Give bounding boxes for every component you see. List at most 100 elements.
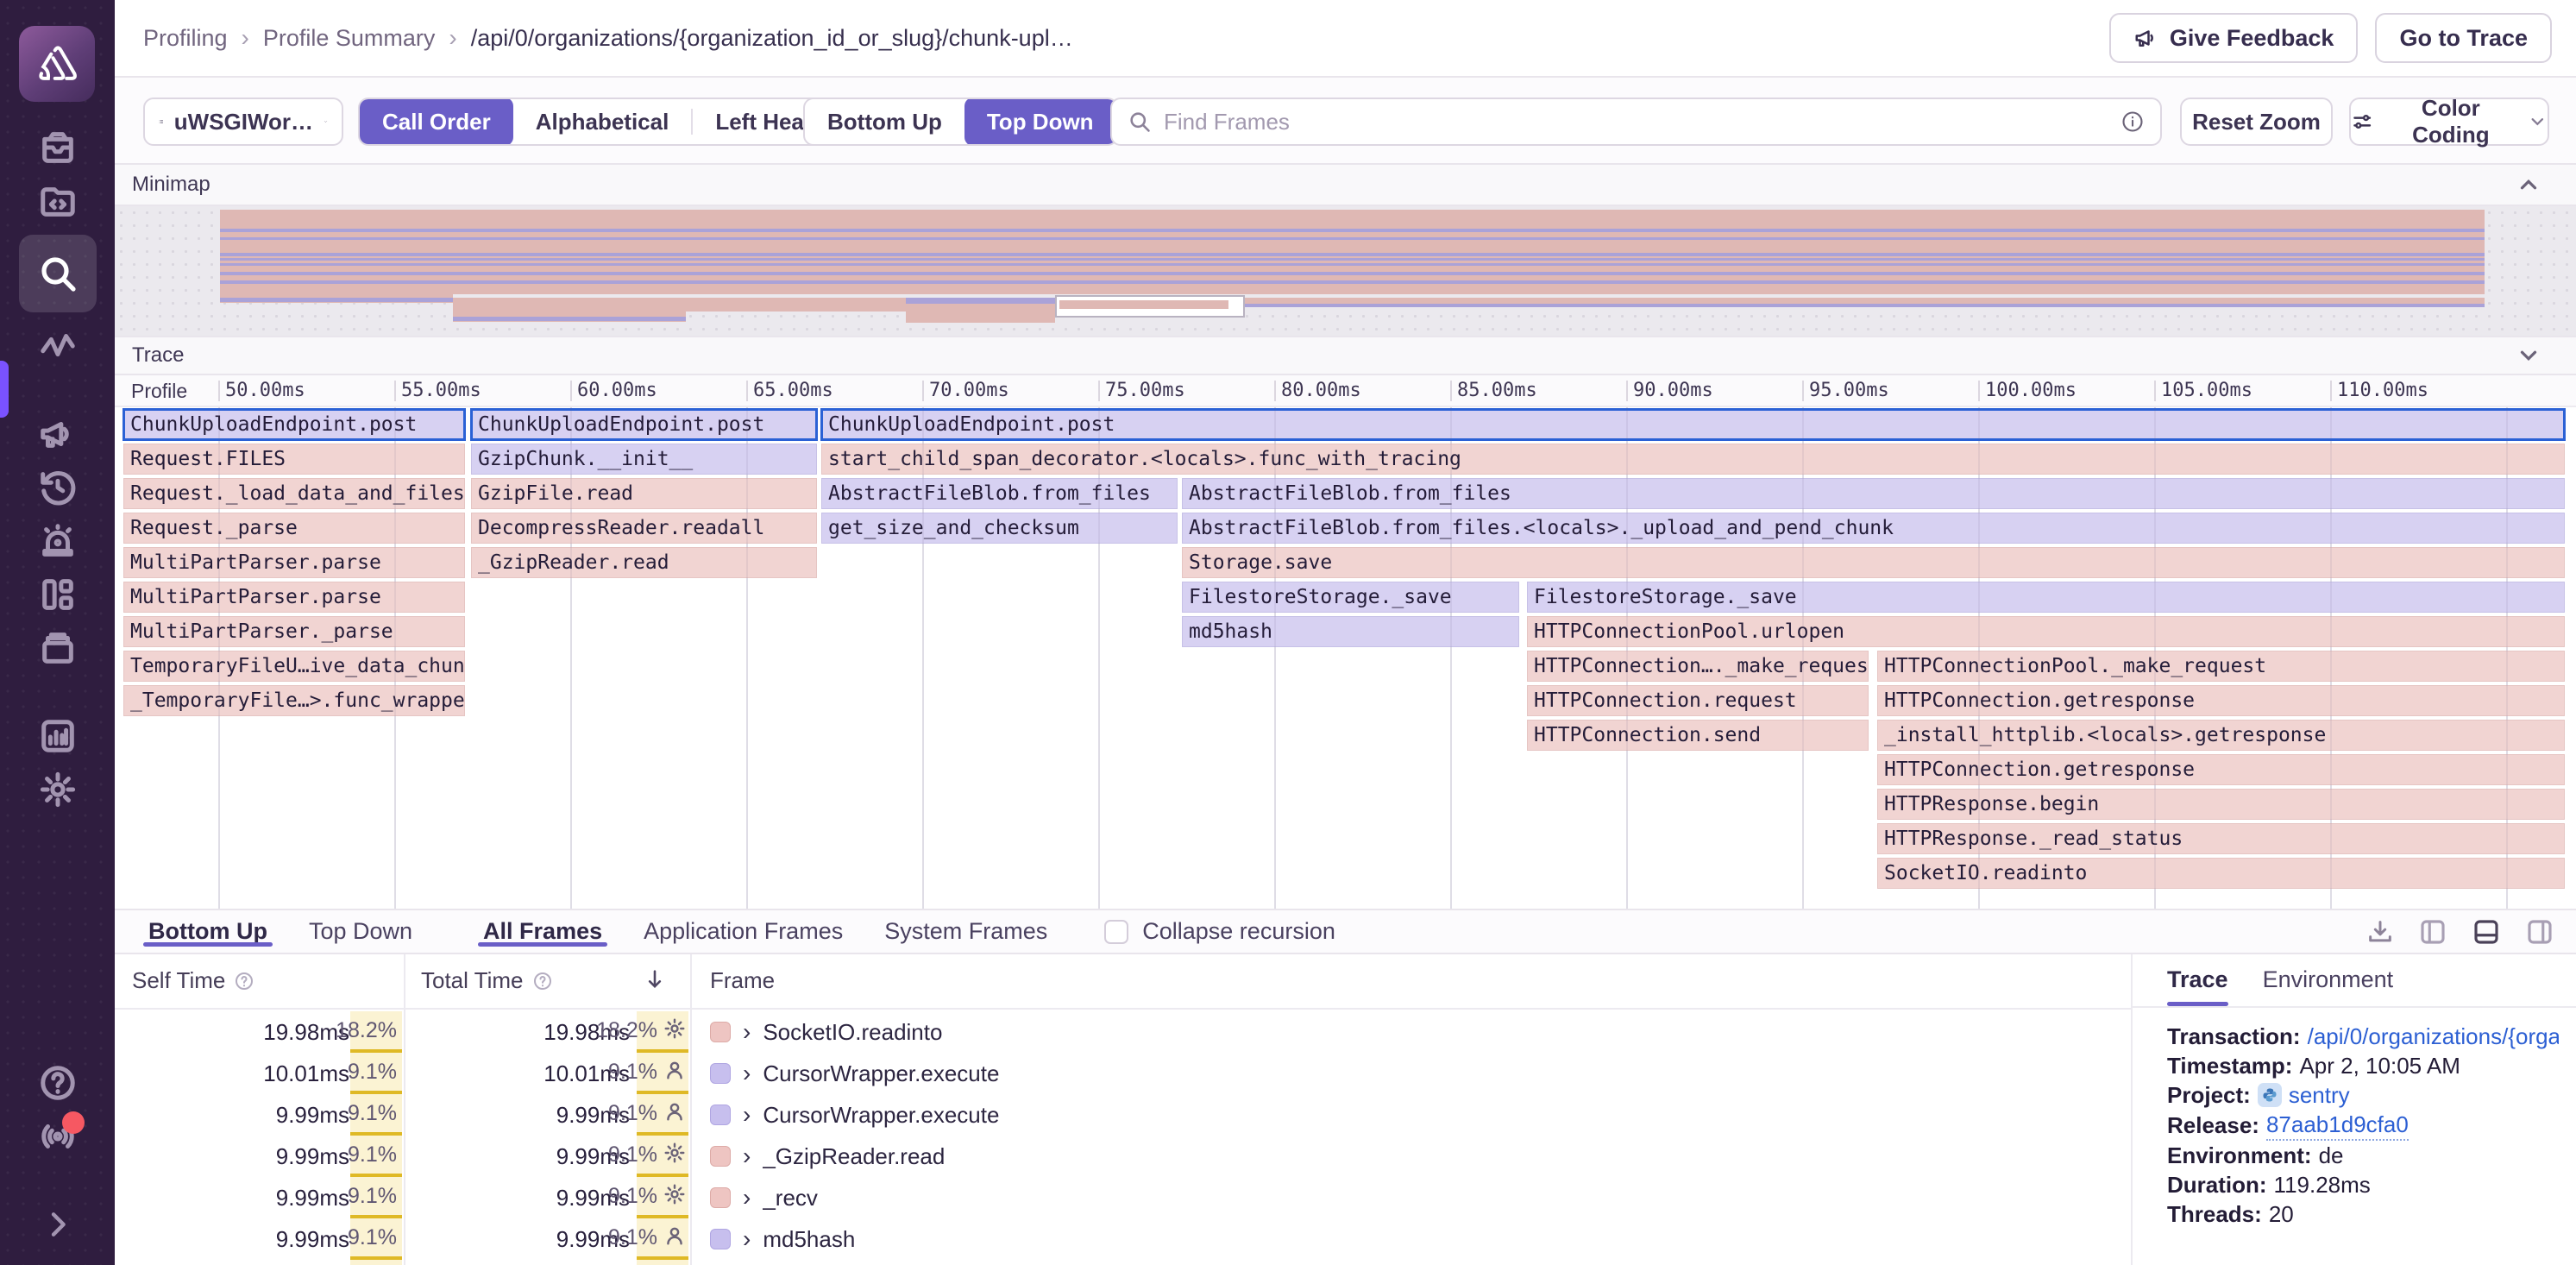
- flamegraph-frame[interactable]: ChunkUploadEndpoint.post: [820, 408, 2566, 441]
- expand-chevron-icon[interactable]: ›: [743, 1101, 751, 1128]
- feedback-megaphone-icon[interactable]: [19, 407, 97, 461]
- flamegraph-frame[interactable]: HTTPConnection.request: [1527, 685, 1869, 716]
- dashboards-icon[interactable]: [19, 568, 97, 621]
- table-row[interactable]: 10.01ms 9.1% 10.01ms 9.1% › CursorWrapper.exe…: [115, 1053, 2131, 1094]
- alerts-siren-icon[interactable]: [19, 514, 97, 568]
- frame-cell[interactable]: › CursorWrapper.execute: [710, 1094, 999, 1136]
- collapse-recursion-checkbox[interactable]: Collapse recursion: [1104, 918, 1335, 945]
- direction-option-top-down[interactable]: Top Down: [964, 99, 1116, 144]
- expand-chevron-icon[interactable]: ›: [743, 1225, 751, 1252]
- flamegraph-frame[interactable]: start_child_span_decorator.<locals>.func…: [821, 444, 2565, 475]
- flamegraph-frame[interactable]: HTTPConnection.getresponse: [1877, 754, 2565, 785]
- info-icon[interactable]: [2120, 110, 2145, 134]
- minimap-viewport[interactable]: [1055, 295, 1245, 318]
- detail-link[interactable]: sentry: [2288, 1082, 2350, 1108]
- flamegraph-frame[interactable]: FilestoreStorage._save: [1182, 582, 1519, 613]
- frame-cell[interactable]: › CursorWrapper.execute: [710, 1053, 999, 1094]
- detail-link[interactable]: 87aab1d9cfa0: [2265, 1110, 2409, 1141]
- releases-archive-icon[interactable]: [19, 621, 97, 675]
- flamegraph-frame[interactable]: ChunkUploadEndpoint.post: [123, 408, 466, 441]
- flamegraph-frame[interactable]: HTTPConnectionPool.urlopen: [1527, 616, 2565, 647]
- layout-left-panel-icon[interactable]: [2417, 916, 2448, 947]
- flamegraph-frame[interactable]: Storage.save: [1182, 547, 2565, 578]
- go-to-trace-button[interactable]: Go to Trace: [2375, 13, 2552, 63]
- table-row[interactable]: 9.99ms 9.1% 9.99ms 9.1% › CursorWrapper.execu…: [115, 1094, 2131, 1136]
- sort-option-call-order[interactable]: Call Order: [360, 99, 513, 144]
- tab-system-frames[interactable]: System Frames: [884, 918, 1048, 944]
- traces-icon[interactable]: [19, 319, 97, 373]
- flamegraph-frame[interactable]: MultiPartParser.parse: [123, 547, 465, 578]
- flamegraph-frame[interactable]: HTTPResponse.begin: [1877, 789, 2565, 820]
- expand-chevron-icon[interactable]: ›: [743, 1184, 751, 1211]
- flamegraph-frame[interactable]: TemporaryFileU…ive_data_chunk: [123, 651, 465, 682]
- flamegraph-frame[interactable]: _TemporaryFile…>.func_wrapper: [123, 685, 465, 716]
- tab-all-frames[interactable]: All Frames: [478, 918, 608, 947]
- flamegraph-frame[interactable]: HTTPConnection.send: [1527, 720, 1869, 751]
- frame-cell[interactable]: › _recv: [710, 1177, 818, 1218]
- flamegraph-frame[interactable]: GzipChunk.__init__: [471, 444, 817, 475]
- expand-chevron-icon[interactable]: ›: [743, 1060, 751, 1086]
- flamegraph-frame[interactable]: MultiPartParser._parse: [123, 616, 465, 647]
- tab-top-down[interactable]: Top Down: [308, 918, 413, 944]
- flamegraph-canvas[interactable]: ChunkUploadEndpoint.post ChunkUploadEndpo…: [115, 407, 2576, 909]
- flamegraph-frame[interactable]: AbstractFileBlob.from_files: [1182, 478, 2565, 509]
- give-feedback-button[interactable]: Give Feedback: [2108, 13, 2359, 63]
- table-row[interactable]: 9.99ms 9.1% 9.99ms 9.1% › _recv: [115, 1177, 2131, 1218]
- tab-application-frames[interactable]: Application Frames: [644, 918, 844, 944]
- search-input[interactable]: [1164, 108, 2108, 135]
- details-tab-trace[interactable]: Trace: [2167, 966, 2228, 1006]
- self-time-header[interactable]: Self Time: [132, 967, 254, 994]
- detail-link[interactable]: /api/0/organizations/{organ…: [2307, 1023, 2559, 1049]
- tab-bottom-up[interactable]: Bottom Up: [143, 918, 273, 947]
- table-row[interactable]: 9.99ms 9.1% 9.99ms 9.1% › md5hash: [115, 1218, 2131, 1260]
- insights-chart-icon[interactable]: [19, 709, 97, 763]
- flamegraph-frame[interactable]: GzipFile.read: [471, 478, 817, 509]
- minimap-canvas[interactable]: [115, 206, 2576, 337]
- layout-bottom-panel-icon[interactable]: [2471, 916, 2502, 947]
- flamegraph-frame[interactable]: HTTPConnection…._make_request: [1527, 651, 1869, 682]
- flamegraph-frame[interactable]: AbstractFileBlob.from_files: [821, 478, 1178, 509]
- table-row[interactable]: 9.99ms 9.1% 9.99ms 9.1% › _GzipReader.read: [115, 1136, 2131, 1177]
- total-time-header[interactable]: Total Time: [421, 967, 553, 994]
- reset-zoom-button[interactable]: Reset Zoom: [2180, 98, 2333, 146]
- table-row[interactable]: 19.98ms 18.2% 19.98ms 18.2% › SocketIO.readin…: [115, 1011, 2131, 1053]
- sort-descending-arrow-icon[interactable]: [643, 967, 667, 991]
- flamegraph-frame[interactable]: md5hash: [1182, 616, 1519, 647]
- flamegraph-frame[interactable]: _GzipReader.read: [471, 547, 817, 578]
- whats-new-broadcast-icon[interactable]: [19, 1110, 97, 1163]
- direction-option-bottom-up[interactable]: Bottom Up: [827, 108, 942, 135]
- sort-option-alphabetical[interactable]: Alphabetical: [535, 108, 669, 135]
- flamegraph-frame[interactable]: MultiPartParser.parse: [123, 582, 465, 613]
- frame-cell[interactable]: › _GzipReader.read: [710, 1136, 945, 1177]
- export-download-icon[interactable]: [2366, 917, 2395, 947]
- expand-chevron-icon[interactable]: ›: [743, 1018, 751, 1045]
- flamegraph-frame[interactable]: ChunkUploadEndpoint.post: [470, 408, 818, 441]
- help-icon[interactable]: [19, 1056, 97, 1110]
- settings-gear-icon[interactable]: [19, 763, 97, 816]
- search-icon[interactable]: [18, 235, 97, 312]
- frame-header[interactable]: Frame: [710, 967, 776, 993]
- flamegraph-frame[interactable]: Request._parse: [123, 513, 465, 544]
- breadcrumb-profiling[interactable]: Profiling: [143, 24, 228, 51]
- expand-chevron-icon[interactable]: ›: [743, 1142, 751, 1169]
- flamegraph-frame[interactable]: _install_httplib.<locals>.getresponse: [1877, 720, 2565, 751]
- replays-clock-icon[interactable]: [19, 461, 97, 514]
- flamegraph-frame[interactable]: HTTPConnectionPool._make_request: [1877, 651, 2565, 682]
- flamegraph-frame[interactable]: HTTPConnection.getresponse: [1877, 685, 2565, 716]
- flamegraph-frame[interactable]: get_size_and_checksum: [821, 513, 1178, 544]
- sentry-logo[interactable]: [19, 26, 95, 102]
- issues-icon[interactable]: [19, 121, 97, 174]
- thread-selector[interactable]: uWSGIWor…: [143, 98, 343, 146]
- explore-icon[interactable]: [19, 174, 97, 228]
- flamegraph-frame[interactable]: AbstractFileBlob.from_files.<locals>._up…: [1182, 513, 2565, 544]
- breadcrumb-profile-summary[interactable]: Profile Summary: [262, 24, 436, 51]
- table-row[interactable]: [115, 1260, 2131, 1265]
- flamegraph-frame[interactable]: HTTPResponse._read_status: [1877, 823, 2565, 854]
- expand-chevron-icon[interactable]: [19, 1198, 97, 1251]
- frame-cell[interactable]: › SocketIO.readinto: [710, 1011, 942, 1053]
- color-coding-button[interactable]: Color Coding: [2349, 95, 2549, 148]
- layout-right-panel-icon[interactable]: [2524, 916, 2555, 947]
- flamegraph-frame[interactable]: Request._load_data_and_files: [123, 478, 465, 509]
- flamegraph-frame[interactable]: SocketIO.readinto: [1877, 858, 2565, 889]
- frame-cell[interactable]: › md5hash: [710, 1218, 855, 1260]
